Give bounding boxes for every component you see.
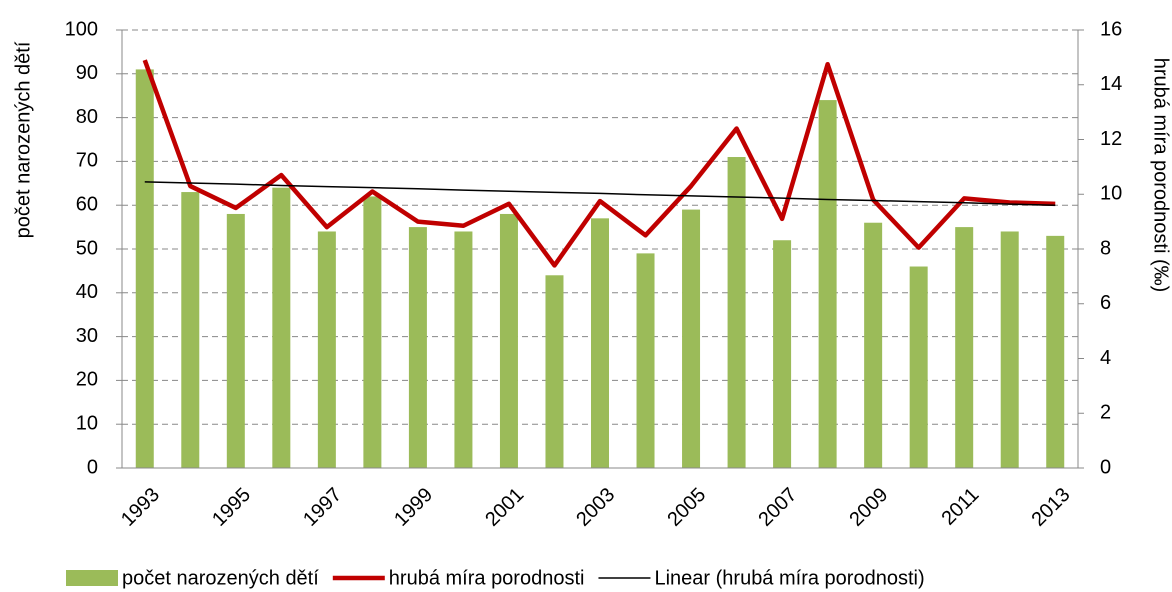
y2-tick-label: 6 [1100, 292, 1111, 314]
y2-tick-label: 12 [1100, 128, 1122, 150]
y-axis-title: počet narozených dětí [12, 41, 34, 238]
bar [682, 209, 701, 468]
x-tick-label: 2007 [754, 484, 801, 531]
y-tick-label: 40 [76, 281, 98, 303]
legend-label: Linear (hrubá míra porodnosti) [654, 567, 924, 589]
y2-tick-label: 8 [1100, 237, 1111, 259]
y2-tick-label: 14 [1100, 73, 1122, 95]
y2-tick-label: 4 [1100, 347, 1111, 369]
bar [955, 227, 974, 468]
bar [864, 222, 883, 468]
bar [135, 69, 154, 469]
bar [363, 196, 382, 468]
x-tick-label: 2009 [845, 484, 892, 531]
bar [1046, 235, 1065, 468]
y-tick-label: 0 [87, 456, 98, 478]
bar [317, 231, 336, 468]
x-tick-label: 2005 [663, 484, 710, 531]
bar [727, 157, 746, 468]
x-tick-label: 1993 [117, 484, 164, 531]
bar [591, 218, 609, 468]
line [144, 181, 1056, 206]
y-tick-label: 90 [76, 62, 98, 84]
legend-label: hrubá míra porodnosti [389, 567, 585, 589]
x-tick-label: 1995 [208, 484, 255, 531]
y-tick-label: 80 [76, 106, 98, 128]
bar [909, 266, 928, 468]
y2-tick-label: 2 [1100, 402, 1111, 424]
legend-swatch [66, 570, 118, 586]
x-tick-label: 2001 [481, 484, 528, 531]
y2-axis-title: hrubá míra porodnosti (‰) [1150, 58, 1172, 293]
bar [773, 240, 792, 468]
y2-tick-label: 10 [1100, 183, 1122, 205]
bar [408, 227, 427, 468]
line [142, 59, 1056, 268]
y-tick-label: 100 [65, 18, 98, 40]
y-tick-label: 60 [76, 193, 98, 215]
y-tick-label: 30 [76, 325, 98, 347]
x-tick-label: 1999 [390, 484, 437, 531]
bar [272, 187, 291, 468]
x-tick-label: 2003 [572, 484, 619, 531]
bar [545, 275, 564, 468]
bar [454, 231, 473, 468]
y2-tick-label: 16 [1100, 18, 1122, 40]
x-tick-label: 1997 [299, 484, 346, 531]
y-tick-label: 50 [76, 237, 98, 259]
bar [499, 213, 518, 468]
y2-tick-label: 0 [1100, 456, 1111, 478]
legend-label: počet narozených dětí [122, 567, 319, 589]
bar [226, 213, 245, 468]
x-tick-label: 2011 [937, 484, 983, 530]
y-tick-label: 20 [76, 369, 98, 391]
y-tick-label: 70 [76, 150, 98, 172]
bar [181, 192, 200, 468]
bar [818, 100, 837, 468]
y-tick-label: 10 [76, 412, 98, 434]
bar [1000, 231, 1019, 468]
bar [636, 253, 655, 468]
x-tick-label: 2013 [1027, 484, 1074, 531]
